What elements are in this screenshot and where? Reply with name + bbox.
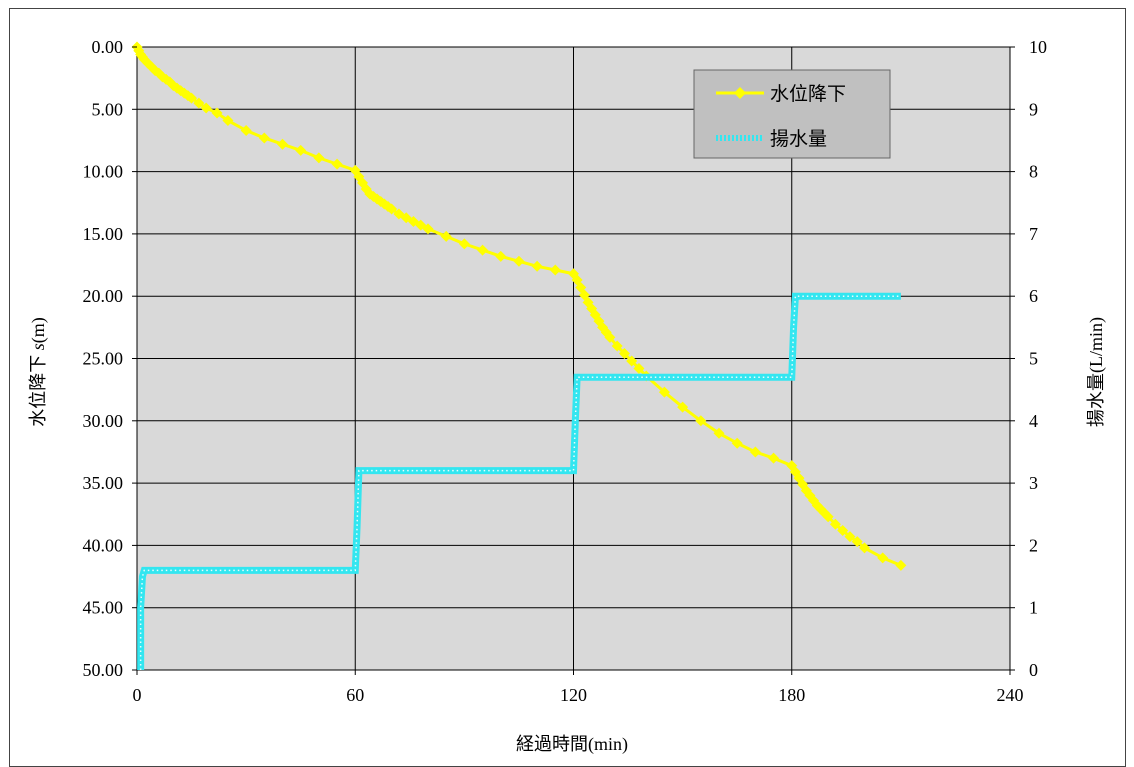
y-left-tick-label: 15.00 bbox=[83, 224, 124, 244]
drawdown-point bbox=[186, 92, 198, 104]
y-right-tick-label: 8 bbox=[1029, 162, 1038, 182]
legend-marker-drawdown bbox=[734, 87, 746, 99]
y-left-tick-label: 35.00 bbox=[83, 473, 124, 493]
drawdown-point bbox=[829, 518, 841, 530]
drawdown-point bbox=[513, 255, 525, 267]
drawdown-point bbox=[386, 203, 398, 215]
y-right-axis-label: 揚水量(L/min) bbox=[1086, 317, 1107, 427]
y-right-tick-label: 1 bbox=[1029, 598, 1038, 618]
y-left-tick-label: 40.00 bbox=[83, 535, 124, 555]
drawdown-point bbox=[240, 124, 252, 136]
drawdown-point bbox=[440, 230, 452, 242]
y-left-tick-label: 50.00 bbox=[83, 660, 124, 680]
drawdown-point bbox=[331, 158, 343, 170]
y-right-tick-label: 10 bbox=[1029, 37, 1047, 57]
drawdown-point bbox=[604, 331, 616, 343]
y-right-tick-label: 6 bbox=[1029, 286, 1038, 306]
drawdown-point bbox=[658, 386, 670, 398]
y-right-tick-label: 7 bbox=[1029, 224, 1038, 244]
x-tick-label: 120 bbox=[560, 685, 587, 705]
drawdown-point bbox=[611, 340, 623, 352]
drawdown-point bbox=[713, 427, 725, 439]
drawdown-point bbox=[851, 536, 863, 548]
drawdown-point bbox=[193, 97, 205, 109]
drawdown-point bbox=[844, 531, 856, 543]
drawdown-point bbox=[277, 138, 288, 150]
drawdown-point bbox=[877, 552, 889, 564]
y-left-tick-label: 45.00 bbox=[83, 598, 124, 618]
y-right-tick-label: 3 bbox=[1029, 473, 1038, 493]
y-left-tick-label: 5.00 bbox=[92, 99, 124, 119]
series-line-pumping-dots bbox=[139, 295, 901, 670]
x-tick-label: 0 bbox=[133, 685, 142, 705]
drawdown-point bbox=[695, 415, 707, 427]
y-right-tick-label: 2 bbox=[1029, 535, 1038, 555]
drawdown-point bbox=[626, 355, 638, 367]
y-left-tick-label: 20.00 bbox=[83, 286, 124, 306]
y-left-tick-label: 25.00 bbox=[83, 349, 124, 369]
y-right-tick-label: 5 bbox=[1029, 349, 1038, 369]
y-left-axis-label: 水位降下 s(m) bbox=[28, 317, 49, 427]
drawdown-point bbox=[549, 264, 561, 276]
y-left-label-suffix: (m) bbox=[28, 317, 49, 343]
drawdown-point bbox=[768, 452, 780, 464]
legend-label-pumping: 揚水量 bbox=[770, 128, 827, 150]
y-left-label-var: s bbox=[28, 343, 48, 350]
drawdown-point bbox=[895, 559, 907, 571]
y-left-tick-label: 0.00 bbox=[92, 37, 124, 57]
y-left-tick-label: 30.00 bbox=[83, 411, 124, 431]
drawdown-point bbox=[571, 274, 583, 286]
drawdown-point bbox=[837, 524, 849, 536]
drawdown-point bbox=[677, 401, 689, 413]
x-tick-label: 60 bbox=[346, 685, 364, 705]
x-tick-label: 240 bbox=[997, 685, 1024, 705]
drawdown-point bbox=[531, 260, 543, 272]
drawdown-point bbox=[633, 362, 645, 374]
legend-label-drawdown: 水位降下 bbox=[770, 83, 846, 105]
drawdown-point bbox=[458, 238, 470, 250]
drawdown-point bbox=[822, 511, 834, 523]
y-right-tick-label: 4 bbox=[1029, 411, 1038, 431]
drawdown-point bbox=[393, 208, 405, 220]
y-left-tick-label: 10.00 bbox=[83, 162, 124, 182]
drawdown-point bbox=[407, 215, 419, 227]
drawdown-point bbox=[578, 289, 590, 301]
drawdown-point bbox=[211, 107, 223, 119]
axis-layer: 0 60 120 180 2400.005.0010.0015.0020.0025.00… bbox=[83, 37, 1048, 705]
drawdown-point bbox=[400, 212, 412, 224]
drawdown-point bbox=[731, 437, 743, 449]
x-axis-label: 経過時間(min) bbox=[516, 734, 628, 755]
y-left-label-prefix: 水位降下 bbox=[28, 350, 48, 427]
drawdown-point bbox=[477, 244, 489, 256]
drawdown-point bbox=[618, 348, 630, 360]
y-right-tick-label: 9 bbox=[1029, 99, 1038, 119]
y-right-tick-label: 0 bbox=[1029, 660, 1038, 680]
x-tick-label: 180 bbox=[778, 685, 805, 705]
drawdown-point bbox=[495, 250, 507, 262]
drawdown-point bbox=[258, 132, 270, 144]
drawdown-point bbox=[313, 152, 325, 164]
drawdown-point bbox=[859, 542, 870, 554]
drawdown-point bbox=[200, 102, 212, 114]
drawdown-point bbox=[295, 144, 307, 156]
drawdown-point bbox=[422, 223, 434, 235]
legend-box bbox=[693, 69, 891, 159]
drawdown-point bbox=[575, 281, 587, 293]
drawdown-point bbox=[222, 115, 234, 127]
legend: 水位降下 揚水量 bbox=[693, 69, 891, 159]
series-layer bbox=[131, 41, 907, 670]
drawdown-point bbox=[749, 446, 761, 458]
drawdown-point bbox=[415, 219, 427, 231]
